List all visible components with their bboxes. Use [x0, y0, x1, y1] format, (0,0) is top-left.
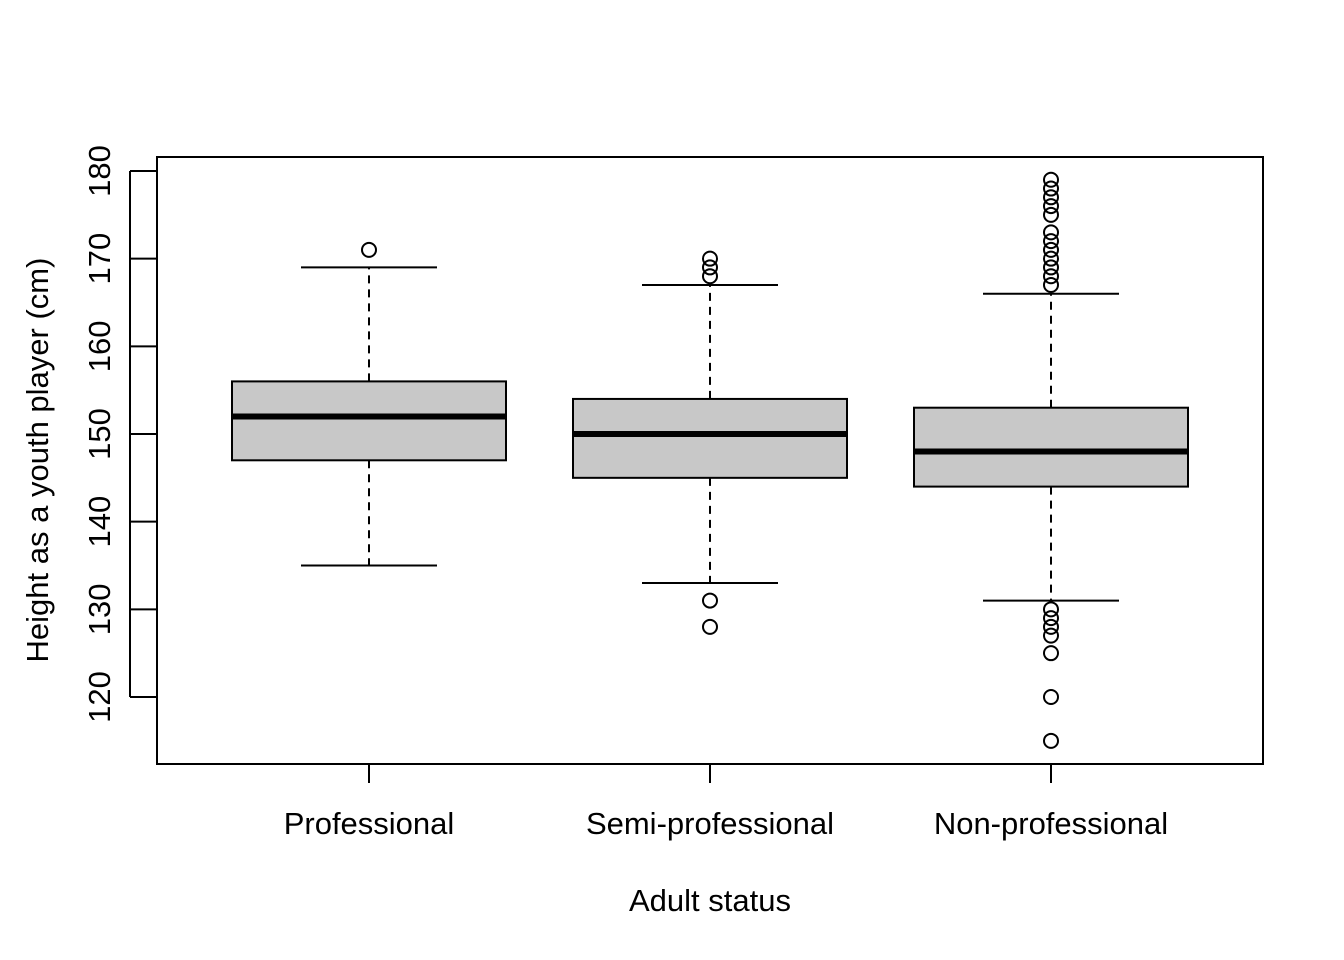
outlier-point	[1043, 171, 1059, 188]
outlier-point	[1043, 198, 1059, 215]
outlier-point	[1043, 250, 1059, 267]
box-professional	[231, 241, 507, 567]
outlier-point	[702, 268, 718, 285]
box-non-professional	[913, 171, 1189, 749]
outlier-point	[1043, 610, 1059, 627]
outlier-point	[1043, 241, 1059, 258]
y-axis-label: Height as a youth player (cm)	[20, 258, 55, 663]
outlier-point	[1043, 276, 1059, 293]
outlier-point	[702, 259, 718, 276]
outlier-point	[1043, 601, 1059, 618]
outlier-point	[1043, 689, 1059, 705]
outlier-point	[1043, 268, 1059, 285]
y-tick-label: 140	[82, 496, 117, 548]
iqr-box	[913, 406, 1189, 488]
x-tick-label: Non-professional	[934, 806, 1168, 841]
y-tick-label: 170	[82, 233, 117, 285]
outlier-point	[702, 618, 718, 635]
x-axis: Professional Semi-professional Non-profess…	[284, 764, 1168, 841]
outlier-point	[1043, 645, 1059, 662]
iqr-box	[572, 397, 848, 479]
outlier-point	[1043, 233, 1059, 250]
boxes	[231, 171, 1189, 749]
outlier-point	[1043, 259, 1059, 276]
outlier-point	[702, 250, 718, 267]
outlier-point	[702, 592, 718, 609]
y-tick-label: 160	[82, 320, 117, 372]
outlier-point	[1043, 732, 1059, 749]
y-tick-label: 130	[82, 583, 117, 635]
outlier-point	[1043, 627, 1059, 644]
outlier-point	[1043, 180, 1059, 197]
x-tick-label: Professional	[284, 806, 455, 841]
box-semi-professional	[572, 250, 848, 635]
iqr-box	[231, 380, 507, 462]
x-axis-label: Adult status	[629, 883, 791, 918]
outlier-point	[1043, 189, 1059, 206]
outlier-point	[1043, 224, 1059, 241]
y-tick-label: 150	[82, 408, 117, 460]
outlier-point	[361, 241, 377, 258]
outlier-point	[1043, 618, 1059, 635]
y-tick-label: 180	[82, 145, 117, 197]
y-axis: 120 130 140 150 160 170 180	[82, 145, 157, 723]
outlier-point	[1043, 206, 1059, 223]
y-tick-label: 120	[82, 671, 117, 723]
x-tick-label: Semi-professional	[586, 806, 834, 841]
